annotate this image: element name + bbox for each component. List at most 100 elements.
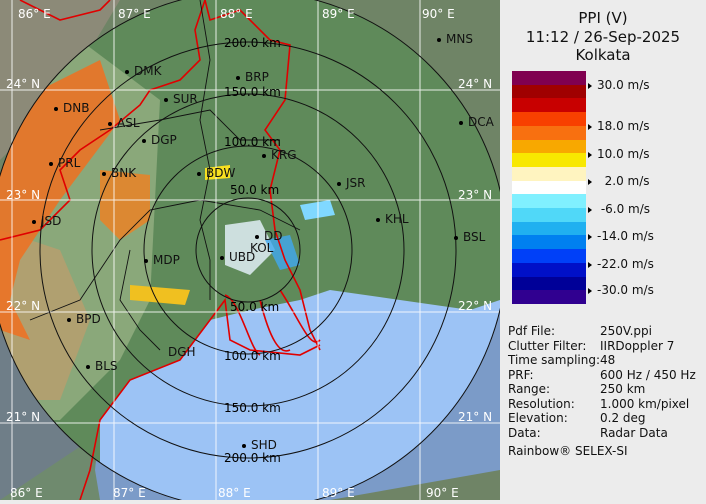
- city-marker: UBD: [220, 251, 255, 263]
- city-marker: DGP: [142, 134, 177, 146]
- param-row: Data: Radar Data: [508, 425, 668, 440]
- param-label: Pdf File:: [508, 324, 556, 338]
- range-ring-label: 200.0 km: [224, 36, 281, 50]
- lon-label: 87° E: [113, 486, 146, 500]
- param-row: Elevation: 0.2 deg: [508, 411, 646, 425]
- legend-tick: 10.0 m/s: [588, 148, 650, 160]
- city-marker: JSD: [32, 215, 61, 227]
- legend-tick: 30.0 m/s: [588, 79, 650, 91]
- param-label: Time sampling:: [508, 353, 601, 367]
- city-marker: BDW: [197, 167, 235, 179]
- param-value: 250 km: [600, 382, 646, 396]
- range-ring-label: 150.0 km: [224, 401, 281, 415]
- lon-label: 90° E: [422, 7, 455, 21]
- legend-color-band: [512, 221, 586, 236]
- city-marker: ASL: [108, 117, 140, 129]
- city-marker: MDP: [144, 254, 180, 266]
- lat-label: 24° N: [6, 77, 41, 91]
- lat-label: 24° N: [458, 77, 493, 91]
- range-ring-label: 100.0 km: [224, 135, 281, 149]
- product-title: PPI (V): [578, 9, 628, 27]
- lat-label: 23° N: [458, 188, 493, 202]
- legend-color-band: [512, 262, 586, 277]
- param-value: 0.2 deg: [600, 411, 646, 425]
- lon-label: 86° E: [18, 7, 51, 21]
- lat-label: 22° N: [6, 299, 41, 313]
- timestamp: 11:12 / 26-Sep-2025: [525, 28, 681, 46]
- legend-color-band: [512, 139, 586, 154]
- param-row: Pdf File: 250V.ppi: [508, 324, 652, 338]
- param-label: PRF:: [508, 367, 534, 382]
- city-marker: PRL: [49, 157, 80, 169]
- radar-site: Kolkata: [575, 46, 631, 64]
- legend-color-band: [512, 71, 586, 85]
- range-ring-label: 200.0 km: [224, 451, 281, 465]
- param-label: Elevation:: [508, 411, 568, 425]
- param-value: Radar Data: [600, 425, 668, 440]
- range-ring-label: 100.0 km: [224, 349, 281, 363]
- radar-ppi-map: 86° E 87° E 88° E 89° E 90° E 86° E 87° …: [0, 0, 500, 500]
- legend-color-band: [512, 84, 586, 99]
- city-marker: MNS: [437, 33, 473, 45]
- city-marker: DMK: [125, 65, 161, 77]
- range-ring-label: 50.0 km: [230, 183, 280, 197]
- param-label: Range:: [508, 382, 551, 396]
- city-marker: BNK: [102, 167, 136, 179]
- city-marker: DCA: [459, 116, 494, 128]
- legend-color-band: [512, 180, 586, 195]
- range-ring-label: 150.0 km: [224, 85, 281, 99]
- range-ring-label: 50.0 km: [230, 300, 280, 314]
- legend-color-band: [512, 112, 586, 127]
- lon-label: 87° E: [118, 7, 151, 21]
- city-marker: BSL: [454, 231, 485, 243]
- param-row: PRF: 600 Hz / 450 Hz: [508, 367, 696, 382]
- param-row: Clutter Filter: IIRDoppler 7: [508, 338, 674, 353]
- city-marker: SHD: [242, 439, 277, 451]
- param-label: Clutter Filter:: [508, 338, 587, 353]
- legend-tick: -6.0 m/s: [588, 203, 650, 215]
- vendor-footer: Rainbow® SELEX-SI: [508, 444, 628, 458]
- lon-label: 89° E: [322, 486, 355, 500]
- city-marker: JSR: [337, 177, 366, 189]
- lat-label: 21° N: [458, 410, 493, 424]
- city-marker: DGH: [168, 345, 196, 359]
- param-row: Resolution: 1.000 km/pixel: [508, 397, 689, 411]
- city-marker: SUR: [164, 93, 198, 105]
- lon-label: 88° E: [218, 486, 251, 500]
- city-marker: DD: [255, 230, 282, 242]
- lon-label: 86° E: [10, 486, 43, 500]
- city-marker: DNB: [54, 102, 89, 114]
- legend-tick: 18.0 m/s: [588, 120, 650, 132]
- lat-label: 22° N: [458, 299, 493, 313]
- lon-label: 89° E: [322, 7, 355, 21]
- city-marker: BPD: [67, 313, 101, 325]
- param-value: 250V.ppi: [600, 324, 652, 338]
- legend-color-band: [512, 166, 586, 181]
- param-row: Range: 250 km: [508, 382, 645, 396]
- city-marker: BRP: [236, 71, 269, 83]
- param-value: IIRDoppler 7: [600, 338, 675, 353]
- legend-tick: -30.0 m/s: [588, 284, 654, 296]
- legend-color-band: [512, 290, 586, 305]
- lon-label: 90° E: [426, 486, 459, 500]
- legend-color-band: [512, 98, 586, 113]
- param-label: Data:: [508, 425, 541, 440]
- legend-tick: 2.0 m/s: [588, 175, 650, 187]
- city-marker: KHL: [376, 213, 409, 225]
- legend-color-band: [512, 125, 586, 140]
- legend-color-band: [512, 194, 586, 209]
- info-panel: PPI (V) 11:12 / 26-Sep-2025 Kolkata 30.0…: [500, 0, 706, 500]
- lat-label: 21° N: [6, 410, 41, 424]
- city-marker: BLS: [86, 360, 118, 372]
- legend-tick: -14.0 m/s: [588, 230, 654, 242]
- legend-color-band: [512, 153, 586, 168]
- city-marker: KOL: [250, 241, 274, 255]
- param-row: Time sampling: 48: [508, 353, 615, 367]
- legend-tick: -22.0 m/s: [588, 258, 654, 270]
- lon-label: 88° E: [220, 7, 253, 21]
- legend-color-band: [512, 249, 586, 264]
- legend-color-band: [512, 276, 586, 291]
- param-value: 1.000 km/pixel: [600, 396, 690, 411]
- legend-color-band: [512, 208, 586, 222]
- city-marker: KRG: [262, 149, 297, 161]
